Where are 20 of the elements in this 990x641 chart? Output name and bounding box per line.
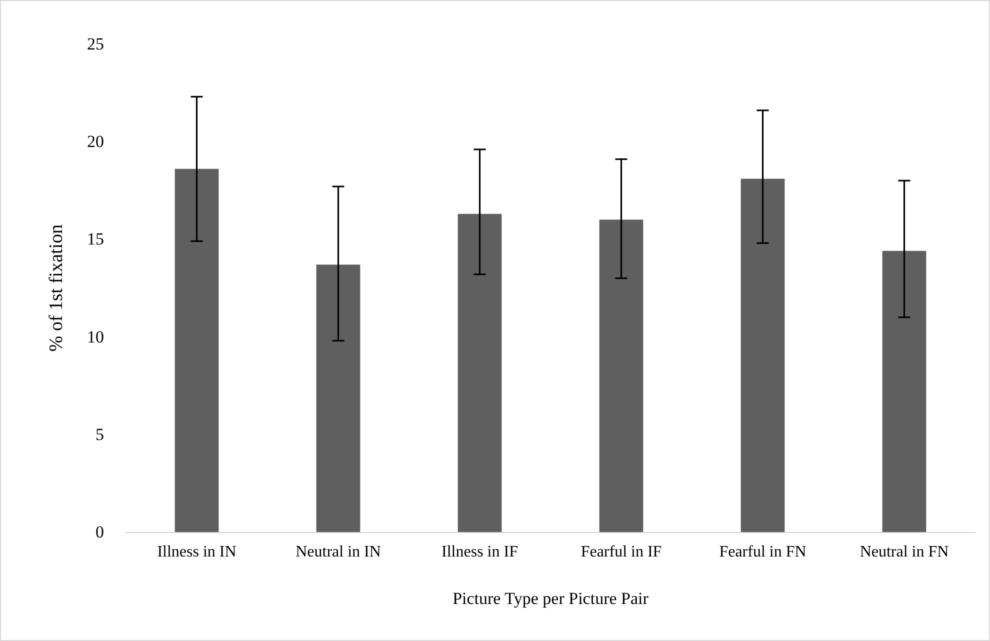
x-axis-title: Picture Type per Picture Pair (452, 589, 649, 608)
x-tick-label: Illness in IF (442, 544, 518, 560)
bar (458, 214, 502, 532)
x-tick-label: Illness in IN (157, 544, 237, 560)
bar (174, 168, 219, 532)
y-axis-title: % of 1st fixation (46, 224, 67, 352)
y-tick-label: 0 (96, 522, 104, 542)
y-tick-label: 25 (87, 34, 104, 54)
bar (882, 250, 926, 532)
bar (599, 220, 644, 532)
x-tick-label: Neutral in FN (860, 544, 950, 560)
y-tick-label: 5 (96, 424, 104, 444)
bar (316, 264, 360, 532)
y-tick-label: 15 (87, 230, 104, 249)
y-tick-label: 20 (87, 132, 104, 152)
bar (740, 178, 785, 532)
x-tick-label: Fearful in FN (719, 544, 807, 560)
x-tick-label: Fearful in IF (580, 544, 662, 560)
x-tick-label: Neutral in IN (296, 544, 382, 560)
y-tick-label: 10 (87, 327, 104, 346)
